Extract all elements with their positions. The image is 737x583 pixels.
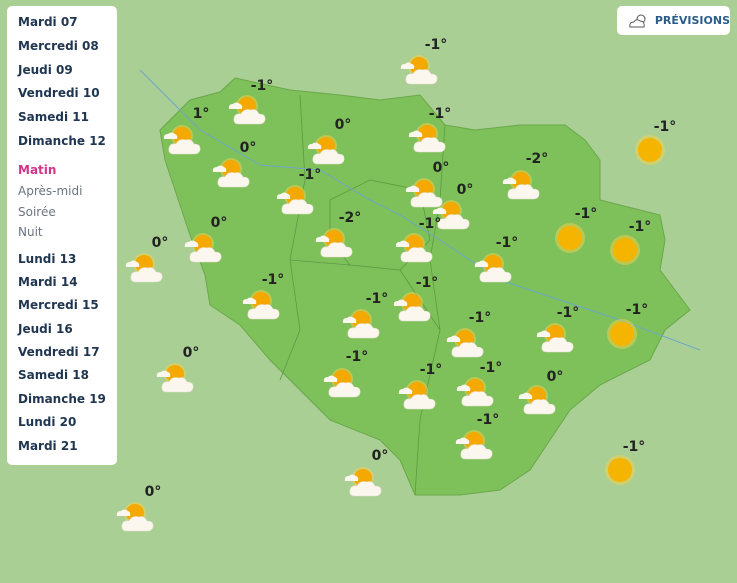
temperature-label[interactable]: -1°: [419, 362, 443, 378]
temperature-label[interactable]: -1°: [468, 310, 492, 326]
sun-cloud-icon: [400, 55, 438, 85]
sun-cloud-icon: [393, 292, 431, 322]
sun-cloud-icon: [629, 14, 646, 27]
sun-cloud-icon: [518, 385, 556, 415]
sun-cloud-icon: [342, 309, 380, 339]
sun-cloud-icon: [125, 253, 163, 283]
day-item[interactable]: Samedi 11: [18, 110, 89, 124]
temperature-label[interactable]: -1°: [653, 119, 677, 135]
sun-cloud-icon: [474, 253, 512, 283]
day-item[interactable]: Dimanche 12: [18, 134, 106, 148]
temperature-label[interactable]: -1°: [574, 206, 598, 222]
sun-cloud-icon: [405, 178, 443, 208]
day-item[interactable]: Vendredi 10: [18, 86, 100, 100]
day-item[interactable]: Mardi 14: [18, 275, 78, 289]
temperature-label[interactable]: -1°: [418, 216, 442, 232]
period-item[interactable]: Soirée: [18, 205, 56, 219]
day-item[interactable]: Mardi 21: [18, 439, 78, 453]
day-item[interactable]: Jeudi 09: [18, 63, 73, 77]
period-item[interactable]: Après-midi: [18, 184, 83, 198]
temperature-label[interactable]: -1°: [365, 291, 389, 307]
sun-cloud-icon: [536, 323, 574, 353]
temperature-label[interactable]: -1°: [476, 412, 500, 428]
temperature-label[interactable]: -1°: [261, 272, 285, 288]
sun-icon: [610, 235, 640, 265]
rivers: [139, 69, 701, 351]
sun-cloud-icon: [163, 125, 201, 155]
day-item[interactable]: Mardi 07: [18, 15, 78, 29]
sun-cloud-icon: [456, 377, 494, 407]
day-item[interactable]: Lundi 20: [18, 415, 77, 429]
temperature-label[interactable]: -1°: [625, 302, 649, 318]
day-item[interactable]: Samedi 18: [18, 368, 89, 382]
temperature-label[interactable]: -1°: [479, 360, 503, 376]
day-item[interactable]: Dimanche 19: [18, 392, 106, 406]
temperature-label[interactable]: 0°: [546, 369, 564, 385]
forecast-button-label: PRÉVISIONS: [654, 14, 730, 27]
temperature-label[interactable]: -1°: [250, 78, 274, 94]
sun-icon: [605, 455, 635, 485]
day-item[interactable]: Mercredi 15: [18, 298, 99, 312]
temperature-label[interactable]: -1°: [622, 439, 646, 455]
temperature-label[interactable]: 1°: [192, 106, 210, 122]
sun-cloud-icon: [395, 233, 433, 263]
temperature-label[interactable]: -1°: [298, 167, 322, 183]
temperature-label[interactable]: -2°: [525, 151, 549, 167]
sun-icon: [607, 319, 637, 349]
sun-icon: [555, 223, 585, 253]
sun-cloud-icon: [344, 467, 382, 497]
sun-cloud-icon: [242, 290, 280, 320]
sun-cloud-icon: [502, 170, 540, 200]
sun-cloud-icon: [432, 200, 470, 230]
forecast-button[interactable]: PRÉVISIONS: [617, 6, 730, 35]
period-item[interactable]: Matin: [18, 163, 57, 177]
temperature-label[interactable]: -1°: [428, 106, 452, 122]
sun-cloud-icon: [212, 158, 250, 188]
temperature-label[interactable]: -1°: [495, 235, 519, 251]
sun-cloud-icon: [116, 502, 154, 532]
sun-cloud-icon: [408, 123, 446, 153]
temperature-label[interactable]: 0°: [144, 484, 162, 500]
sun-cloud-icon: [398, 380, 436, 410]
day-item[interactable]: Vendredi 17: [18, 345, 100, 359]
sun-cloud-icon: [184, 233, 222, 263]
temperature-label[interactable]: 0°: [210, 215, 228, 231]
sun-cloud-icon: [315, 228, 353, 258]
temperature-label[interactable]: -1°: [424, 37, 448, 53]
day-item[interactable]: Jeudi 16: [18, 322, 73, 336]
day-item[interactable]: Mercredi 08: [18, 39, 99, 53]
sun-cloud-icon: [323, 368, 361, 398]
period-item[interactable]: Nuit: [18, 225, 43, 239]
sun-cloud-icon: [228, 95, 266, 125]
temperature-label[interactable]: 0°: [456, 182, 474, 198]
temperature-label[interactable]: 0°: [151, 235, 169, 251]
temperature-label[interactable]: -1°: [415, 275, 439, 291]
sun-icon: [635, 135, 665, 165]
temperature-label[interactable]: 0°: [334, 117, 352, 133]
temperature-label[interactable]: 0°: [432, 160, 450, 176]
sun-cloud-icon: [276, 185, 314, 215]
temperature-label[interactable]: -1°: [628, 219, 652, 235]
date-selector-panel: Mardi 07 Mercredi 08 Jeudi 09 Vendredi 10 Sa…: [7, 6, 117, 465]
day-item[interactable]: Lundi 13: [18, 252, 77, 266]
temperature-label[interactable]: 0°: [182, 345, 200, 361]
sun-cloud-icon: [156, 363, 194, 393]
temperature-label[interactable]: 0°: [239, 140, 257, 156]
temperature-label[interactable]: -1°: [556, 305, 580, 321]
temperature-label[interactable]: -1°: [345, 349, 369, 365]
temperature-label[interactable]: -2°: [338, 210, 362, 226]
sun-cloud-icon: [307, 135, 345, 165]
sun-cloud-icon: [446, 328, 484, 358]
sun-cloud-icon: [455, 430, 493, 460]
temperature-label[interactable]: 0°: [371, 448, 389, 464]
